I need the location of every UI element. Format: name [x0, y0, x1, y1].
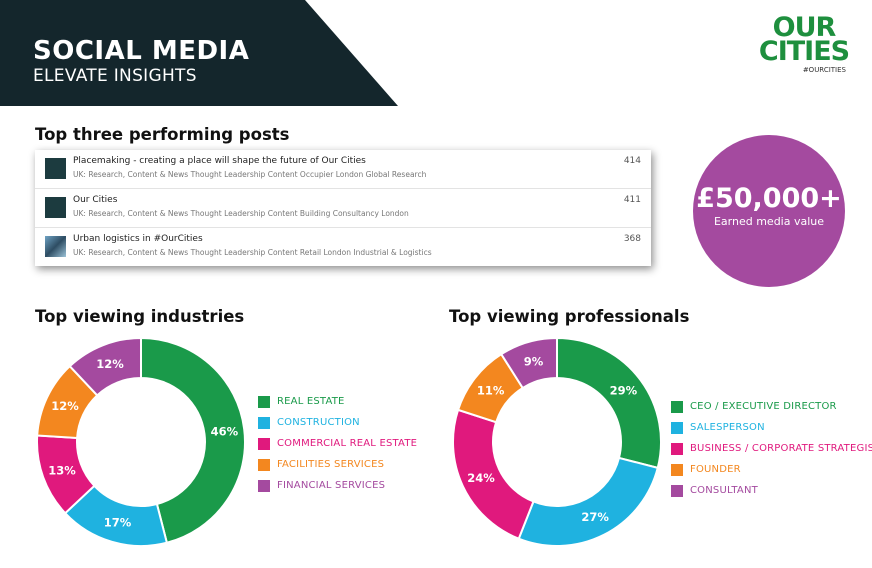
top-posts-heading: Top three performing posts — [35, 125, 290, 144]
slice-label-ceo-executive-director: 29% — [610, 384, 638, 398]
post-thumbnail — [45, 236, 66, 257]
legend-item-ceo-executive-director: CEO / EXECUTIVE DIRECTOR — [671, 396, 872, 417]
slice-label-real-estate: 46% — [211, 424, 239, 438]
page-title: SOCIAL MEDIA — [33, 36, 250, 66]
post-count: 411 — [623, 195, 641, 205]
legend-label: SALESPERSON — [690, 422, 765, 433]
industries-heading: Top viewing industries — [35, 307, 245, 326]
slice-ceo-executive-director — [556, 336, 662, 470]
our-cities-logo: OUR CITIES #OURCITIES — [758, 12, 850, 74]
post-title[interactable]: Our Cities — [73, 195, 118, 205]
post-row[interactable]: Urban logistics in #OurCities UK: Resear… — [35, 228, 651, 266]
legend-swatch — [258, 395, 270, 408]
post-count: 368 — [623, 234, 641, 244]
post-row[interactable]: Placemaking - creating a place will shap… — [35, 150, 651, 189]
slice-label-construction: 17% — [104, 516, 132, 530]
legend-swatch — [258, 437, 270, 450]
post-tags: UK: Research, Content & News Thought Lea… — [73, 209, 409, 218]
legend-swatch — [258, 479, 270, 492]
logo-line-2: CITIES — [758, 36, 850, 67]
legend-item-salesperson: SALESPERSON — [671, 417, 872, 438]
logo-line-1: OUR — [772, 12, 837, 43]
post-count: 414 — [623, 156, 641, 166]
post-thumbnail — [45, 158, 66, 179]
top-posts-card: Placemaking - creating a place will shap… — [35, 150, 651, 266]
slice-salesperson — [517, 456, 659, 547]
legend-item-financial-services: FINANCIAL SERVICES — [258, 475, 417, 496]
legend-item-real-estate: REAL ESTATE — [258, 391, 417, 412]
legend-item-facilities-services: FACILITIES SERVICES — [258, 454, 417, 475]
banner-shape — [0, 0, 398, 106]
slice-label-consultant: 9% — [524, 354, 544, 368]
header-banner: SOCIAL MEDIA ELEVATE INSIGHTS — [0, 0, 400, 106]
earned-media-value: £50,000+ — [696, 183, 842, 214]
legend-item-construction: CONSTRUCTION — [258, 412, 417, 433]
legend-item-commercial-real-estate: COMMERCIAL REAL ESTATE — [258, 433, 417, 454]
post-thumbnail — [45, 197, 66, 218]
legend-swatch — [258, 416, 270, 429]
legend-swatch — [671, 421, 683, 434]
earned-media-value-badge: £50,000+ Earned media value — [693, 135, 845, 287]
slice-label-financial-services: 12% — [96, 357, 124, 371]
legend-label: CONSULTANT — [690, 485, 758, 496]
legend-label: FOUNDER — [690, 464, 741, 475]
professionals-heading: Top viewing professionals — [449, 307, 690, 326]
professionals-donut-chart: 29% 27% 24% 11% 9% — [452, 336, 662, 547]
legend-item-business-corporate-strategist: BUSINESS / CORPORATE STRATEGIST — [671, 438, 872, 459]
post-title[interactable]: Placemaking - creating a place will shap… — [73, 156, 366, 166]
legend-item-founder: FOUNDER — [671, 459, 872, 480]
slice-label-business-corporate-strategist: 24% — [467, 471, 495, 485]
industries-donut-chart: 46% 17% 13% 12% 12% — [36, 336, 246, 547]
post-tags: UK: Research, Content & News Thought Lea… — [73, 248, 432, 257]
page-subtitle: ELEVATE INSIGHTS — [33, 66, 197, 86]
legend-swatch — [671, 400, 683, 413]
legend-label: COMMERCIAL REAL ESTATE — [277, 438, 418, 449]
post-tags: UK: Research, Content & News Thought Lea… — [73, 170, 427, 179]
slice-real-estate — [140, 336, 246, 544]
legend-swatch — [671, 484, 683, 497]
legend-swatch — [258, 458, 270, 471]
slice-financial-services — [68, 336, 142, 397]
slice-label-founder: 11% — [477, 384, 505, 398]
legend-item-consultant: CONSULTANT — [671, 480, 872, 501]
industries-legend: REAL ESTATE CONSTRUCTION COMMERCIAL REAL E… — [258, 391, 417, 496]
post-title[interactable]: Urban logistics in #OurCities — [73, 234, 203, 244]
professionals-legend: CEO / EXECUTIVE DIRECTOR SALESPERSON BUSIN… — [671, 396, 872, 501]
legend-swatch — [671, 442, 683, 455]
earned-media-label: Earned media value — [713, 215, 825, 228]
legend-label: BUSINESS / CORPORATE STRATEGIST — [690, 443, 872, 454]
slice-label-salesperson: 27% — [581, 510, 609, 524]
slice-label-facilities-services: 12% — [51, 399, 79, 413]
slice-label-commercial-real-estate: 13% — [48, 463, 76, 477]
legend-label: REAL ESTATE — [277, 396, 345, 407]
logo-hashtag: #OURCITIES — [802, 66, 846, 74]
legend-swatch — [671, 463, 683, 476]
legend-label: FINANCIAL SERVICES — [277, 480, 386, 491]
post-row[interactable]: Our Cities UK: Research, Content & News … — [35, 189, 651, 228]
legend-label: FACILITIES SERVICES — [277, 459, 385, 470]
legend-label: CONSTRUCTION — [277, 417, 360, 428]
legend-label: CEO / EXECUTIVE DIRECTOR — [690, 401, 837, 412]
slice-consultant — [499, 336, 558, 390]
